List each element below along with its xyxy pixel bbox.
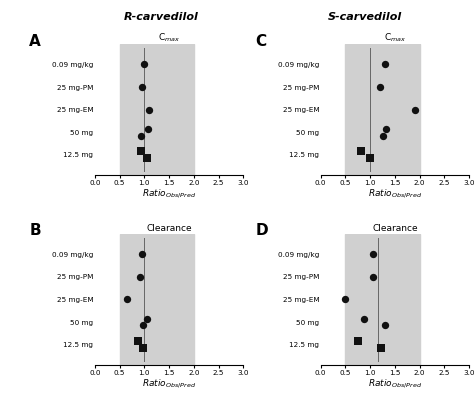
Point xyxy=(379,132,386,139)
Text: D: D xyxy=(255,223,268,239)
Title: Clearance: Clearance xyxy=(372,224,418,233)
Point xyxy=(360,316,368,322)
Point xyxy=(376,84,384,90)
Point xyxy=(377,345,385,351)
Point xyxy=(357,148,365,154)
Bar xyxy=(119,234,194,365)
Text: R-carvedilol: R-carvedilol xyxy=(124,12,199,22)
Title: C$_{max}$: C$_{max}$ xyxy=(158,32,180,44)
Text: B: B xyxy=(29,223,41,239)
Point xyxy=(411,106,419,113)
Text: A: A xyxy=(29,34,41,49)
Point xyxy=(138,84,146,90)
Point xyxy=(137,132,145,139)
X-axis label: $\it{Ratio}$$_{Obs/Pred}$: $\it{Ratio}$$_{Obs/Pred}$ xyxy=(368,377,422,390)
Title: Clearance: Clearance xyxy=(146,224,192,233)
Point xyxy=(139,322,146,328)
Point xyxy=(137,148,145,154)
Point xyxy=(135,338,142,344)
Point xyxy=(123,296,131,303)
Point xyxy=(381,61,389,68)
Point xyxy=(144,126,152,132)
Point xyxy=(140,61,148,68)
Text: S-carvedilol: S-carvedilol xyxy=(328,12,402,22)
Point xyxy=(369,251,376,257)
Title: C$_{max}$: C$_{max}$ xyxy=(384,32,406,44)
Point xyxy=(138,251,146,257)
Point xyxy=(342,296,349,303)
X-axis label: $\it{Ratio}$$_{Obs/Pred}$: $\it{Ratio}$$_{Obs/Pred}$ xyxy=(142,187,196,200)
Point xyxy=(146,106,153,113)
Point xyxy=(137,273,144,280)
Point xyxy=(366,155,374,161)
Point xyxy=(382,126,390,132)
Point xyxy=(354,338,362,344)
X-axis label: $\it{Ratio}$$_{Obs/Pred}$: $\it{Ratio}$$_{Obs/Pred}$ xyxy=(368,187,422,200)
X-axis label: $\it{Ratio}$$_{Obs/Pred}$: $\it{Ratio}$$_{Obs/Pred}$ xyxy=(142,377,196,390)
Bar xyxy=(346,44,420,175)
Point xyxy=(369,273,376,280)
Bar xyxy=(119,44,194,175)
Point xyxy=(381,322,389,328)
Bar xyxy=(346,234,420,365)
Text: C: C xyxy=(255,34,266,49)
Point xyxy=(143,316,151,322)
Point xyxy=(143,155,151,161)
Point xyxy=(139,345,146,351)
